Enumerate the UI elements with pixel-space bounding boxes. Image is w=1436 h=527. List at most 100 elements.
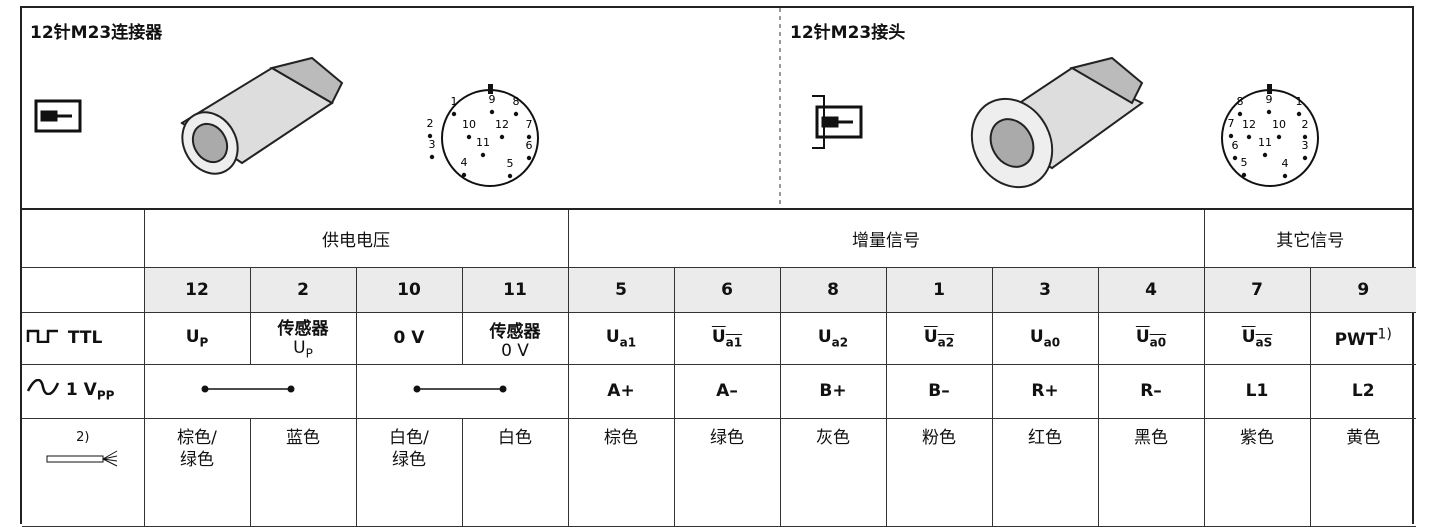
pin-cell: 6 xyxy=(673,266,781,313)
square-wave-icon xyxy=(26,329,58,344)
signal-text: 0 V xyxy=(393,328,425,348)
signal-sub: a2 xyxy=(937,335,955,350)
pin-cell: 3 xyxy=(991,266,1099,313)
wire-color: 灰色 xyxy=(779,417,887,527)
signal-text: U xyxy=(185,326,200,347)
connector-title: 12针M23连接器 xyxy=(30,23,163,43)
wire-color: 白色 xyxy=(461,417,569,527)
pin-dot xyxy=(1262,152,1268,158)
signal-cell: R– xyxy=(1097,363,1205,419)
pin-number: 6 xyxy=(526,139,533,152)
vpp-label: 1 VPP xyxy=(22,363,145,419)
drawings: 1 9 8 2 10 12 7 3 11 6 4 5 8 9 1 7 12 10 2 6 11 3 5 4 xyxy=(34,8,1319,206)
signal-cell: B+ xyxy=(779,363,887,419)
wire-text: 绿色 xyxy=(392,449,426,470)
coupling-title: 12针M23接头 xyxy=(790,23,906,43)
signal-text: U xyxy=(1029,326,1044,347)
signal-cell: L2 xyxy=(1309,363,1416,419)
pin-number: 2 xyxy=(427,117,434,130)
signal: Ua2 xyxy=(924,327,955,350)
signal-line2: 0 V xyxy=(463,342,568,360)
wire-text: 白色 xyxy=(498,427,532,448)
pin-number: 2 xyxy=(1302,118,1309,131)
pin-dot xyxy=(499,134,505,140)
pin-dot xyxy=(526,155,532,161)
table-row: TTL UP 传感器 UP 0 V 传感器 0 V Ua1 Ua1 Ua2 Ua2 Ua0 Ua0 UaS… xyxy=(22,311,1416,365)
pin-number: 1 xyxy=(451,95,458,108)
signal-sub: a0 xyxy=(1043,335,1061,350)
signal-text: U xyxy=(711,326,726,347)
pin-dot xyxy=(1296,111,1302,117)
signal: 0 V xyxy=(394,328,425,348)
pin-dot xyxy=(1232,155,1238,161)
signal-cell: PWT1) xyxy=(1309,311,1416,365)
table-row: 1 VPP A+ A– B+ B– R+ R– L1 L2 xyxy=(22,363,1416,419)
pin-number: 3 xyxy=(1302,139,1309,152)
pin-cell: 9 xyxy=(1309,266,1416,313)
wire-text: 棕色/ xyxy=(177,427,217,448)
wire-color: 紫色 xyxy=(1203,417,1311,527)
wire-color: 白色/绿色 xyxy=(355,417,463,527)
signal-cell: 0 V xyxy=(355,311,463,365)
wire-color: 黄色 xyxy=(1309,417,1416,527)
signal-sub: a1 xyxy=(619,335,637,350)
wire-text: 蓝色 xyxy=(286,427,320,448)
pin-number: 9 xyxy=(1266,93,1273,106)
pin-cell: 4 xyxy=(1097,266,1205,313)
pin-number: 4 xyxy=(1282,157,1289,170)
pin-number: 7 xyxy=(1228,117,1235,130)
pin-dot xyxy=(1241,172,1247,178)
vpp-text: 1 V xyxy=(65,380,97,401)
line2-text: U xyxy=(293,337,306,358)
pin-number: 4 xyxy=(461,156,468,169)
signal: Ua1 xyxy=(605,326,637,350)
sine-icon xyxy=(26,379,60,396)
signal-sub: aS xyxy=(1255,335,1273,350)
pin-cell: 1 xyxy=(885,266,993,313)
pin-dot xyxy=(513,111,519,117)
pin-dot xyxy=(461,172,467,178)
vpp-sub: PP xyxy=(96,388,115,403)
pin-number: 10 xyxy=(462,118,476,131)
signal-text: U xyxy=(605,326,620,347)
signal: Ua1 xyxy=(711,326,742,349)
signal: Ua0 xyxy=(1029,326,1061,350)
pin-table: 供电电压 增量信号 其它信号 12 2 10 11 5 6 8 1 3 4 7 9 TTL UP 传感器 UP 0 … xyxy=(22,210,1416,527)
pin-cell: 12 xyxy=(143,266,251,313)
signal-cell: A+ xyxy=(567,363,675,419)
signal-text: 传感器 xyxy=(489,321,541,342)
pin-number: 5 xyxy=(1241,156,1248,169)
ttl-label: TTL xyxy=(22,311,145,365)
wire-color: 黑色 xyxy=(1097,417,1205,527)
signal-cell: Ua1 xyxy=(567,311,675,365)
blank-cell xyxy=(22,266,145,313)
wire-text: 白色/ xyxy=(389,427,429,448)
signal-line2: UP xyxy=(251,339,356,362)
pin-dot xyxy=(427,133,433,139)
signal: Ua2 xyxy=(818,327,849,350)
signal-text: U xyxy=(1135,326,1150,347)
wire-text: 绿色 xyxy=(180,449,214,470)
wire-text: 粉色 xyxy=(922,427,956,448)
signal-sub: a2 xyxy=(831,335,849,350)
signal-cell: Ua2 xyxy=(885,311,993,365)
signal: UP xyxy=(185,326,209,349)
link-line xyxy=(413,385,506,392)
pin-cell: 8 xyxy=(779,266,887,313)
pinout-sheet: 1 9 8 2 10 12 7 3 11 6 4 5 8 9 1 7 12 10 2 6 11 3 5 4 12针M23连接器… xyxy=(20,6,1416,527)
signal-cell: Ua0 xyxy=(1097,311,1205,365)
signal-sub: a0 xyxy=(1149,335,1167,350)
wire-text: 红色 xyxy=(1028,427,1062,448)
wire-color: 红色 xyxy=(991,417,1099,527)
wire-text: 灰色 xyxy=(816,427,850,448)
pin-dot xyxy=(480,152,486,158)
pin-number: 7 xyxy=(526,118,533,131)
signal-cell: Ua2 xyxy=(779,311,887,365)
pin-cell: 7 xyxy=(1203,266,1311,313)
pin-number: 10 xyxy=(1272,118,1286,131)
pin-number: 11 xyxy=(1258,136,1272,149)
group-header: 供电电压 xyxy=(143,210,569,268)
pin-number: 3 xyxy=(429,138,436,151)
signal-cell: Ua0 xyxy=(991,311,1099,365)
signal: PWT1) xyxy=(1335,326,1392,350)
